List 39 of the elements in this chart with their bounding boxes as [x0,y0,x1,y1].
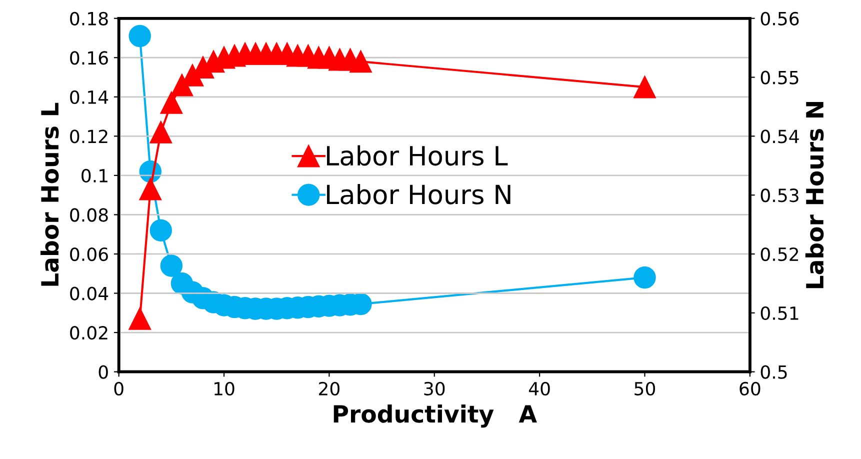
y-tick-label: 0.1 [82,168,108,183]
y-tick-label: 0.06 [70,247,108,262]
y-tick-label: 0.18 [70,12,108,26]
y-axis-title: Labor Hours L [40,102,59,286]
x-tick-label: 50 [634,382,656,396]
point [350,50,372,73]
x-axis-title: Productivity A [334,404,537,428]
x-tick-label: 20 [319,382,340,396]
x-tick-label: 30 [424,382,445,396]
y-tick-label: 0.12 [70,130,108,144]
y-tick-label: 0 [98,365,108,379]
y-tick-label: 0.02 [70,326,108,340]
y2-axis-title: Labor Hours N [805,102,824,288]
y2-tick-label: 0.55 [760,70,798,84]
point [160,92,183,114]
legend-label: Labor Hours N [327,184,510,204]
point [150,121,172,144]
y2-tick-label: 0.52 [760,247,798,262]
y-tick-label: 0.04 [70,286,108,300]
point [634,76,656,98]
y2-tick-label: 0.51 [760,306,798,320]
y2-tick-label: 0.54 [760,130,799,144]
y-tick-label: 0.08 [70,208,108,222]
point [634,266,656,289]
x-tick-label: 60 [740,382,760,396]
point [139,178,162,200]
point [150,219,172,242]
y-tick-label: 0.16 [70,51,108,65]
point [160,254,183,277]
x-tick-label: 0 [114,382,124,396]
x-tick-label: 40 [528,382,550,396]
y2-tick-label: 0.53 [760,188,798,202]
y-tick-label: 0.14 [70,90,108,104]
point [128,308,151,330]
y2-tick-label: 0.56 [760,12,799,26]
x-tick-label: 10 [214,382,234,396]
legend-label: Labor Hours L [327,145,508,166]
y2-tick-label: 0.5 [760,365,787,379]
point [128,24,151,48]
